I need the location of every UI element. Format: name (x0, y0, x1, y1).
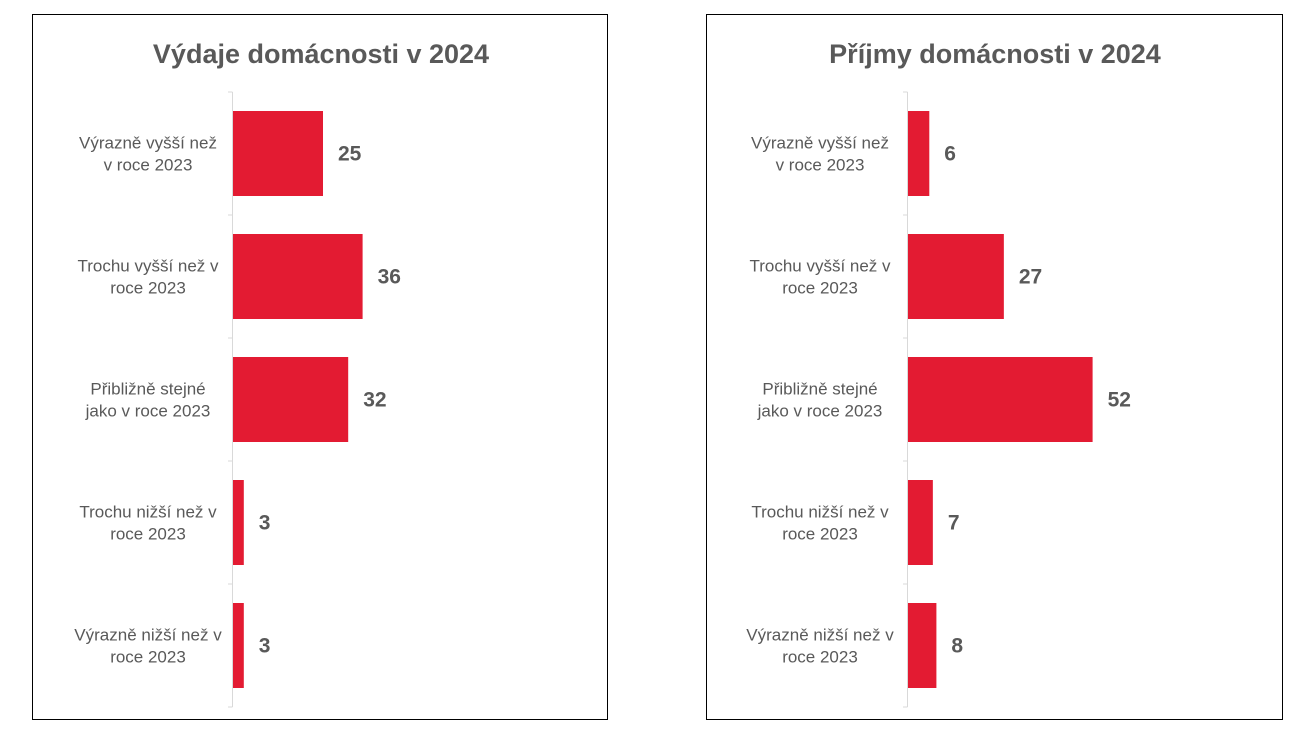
income-category-label: v roce 2023 (776, 156, 865, 175)
income-category-label: roce 2023 (782, 279, 858, 298)
income-chart: Příjmy domácnosti v 2024 6 Výrazně vyšší n… (746, 39, 1161, 708)
expenses-category-label: v roce 2023 (104, 156, 193, 175)
expenses-bar (233, 357, 349, 442)
expenses-category-label: roce 2023 (110, 525, 186, 544)
expenses-category-label: roce 2023 (110, 648, 186, 667)
income-category-label: Trochu vyšší než v (749, 257, 891, 276)
income-category-label: roce 2023 (782, 648, 858, 667)
expenses-category-label: Trochu vyšší než v (77, 257, 219, 276)
income-data-label: 7 (948, 512, 960, 535)
income-category-label: Výrazně nižší než v (746, 626, 894, 645)
income-bar (908, 480, 933, 565)
income-data-label: 8 (951, 635, 963, 658)
income-data-label: 52 (1108, 389, 1131, 412)
expenses-category-label: Výrazně nižší než v (74, 626, 222, 645)
income-bar (908, 603, 937, 688)
expenses-data-label: 32 (363, 389, 386, 412)
expenses-category-label: roce 2023 (110, 279, 186, 298)
expenses-data-label: 25 (338, 143, 362, 166)
income-category-label: jako v roce 2023 (757, 402, 883, 421)
expenses-category-label: jako v roce 2023 (85, 402, 211, 421)
expenses-category-label: Přibližně stejné (90, 380, 205, 399)
expenses-bar (233, 480, 244, 565)
expenses-bar (233, 111, 323, 196)
expenses-data-label: 36 (378, 266, 401, 289)
income-category-label: Přibližně stejné (762, 380, 877, 399)
expenses-bar (233, 234, 363, 319)
income-category-label: Výrazně vyšší než (751, 134, 889, 153)
income-bar (908, 111, 930, 196)
income-bar (908, 357, 1093, 442)
income-bar (908, 234, 1004, 319)
income-category-label: Trochu nižší než v (751, 503, 889, 522)
expenses-category-label: Výrazně vyšší než (79, 134, 217, 153)
expenses-chart-panel: Výdaje domácnosti v 2024 25 Výrazně vyšší … (32, 14, 608, 720)
expenses-category-label: Trochu nižší než v (79, 503, 217, 522)
income-chart-title: Příjmy domácnosti v 2024 (829, 39, 1161, 69)
expenses-chart: Výdaje domácnosti v 2024 25 Výrazně vyšší … (74, 39, 489, 708)
income-data-label: 6 (944, 143, 956, 166)
expenses-data-label: 3 (259, 512, 271, 535)
income-category-label: roce 2023 (782, 525, 858, 544)
income-chart-panel: Příjmy domácnosti v 2024 6 Výrazně vyšší n… (706, 14, 1283, 720)
income-data-label: 27 (1019, 266, 1042, 289)
expenses-bar (233, 603, 244, 688)
expenses-data-label: 3 (259, 635, 271, 658)
expenses-chart-title: Výdaje domácnosti v 2024 (153, 39, 489, 69)
